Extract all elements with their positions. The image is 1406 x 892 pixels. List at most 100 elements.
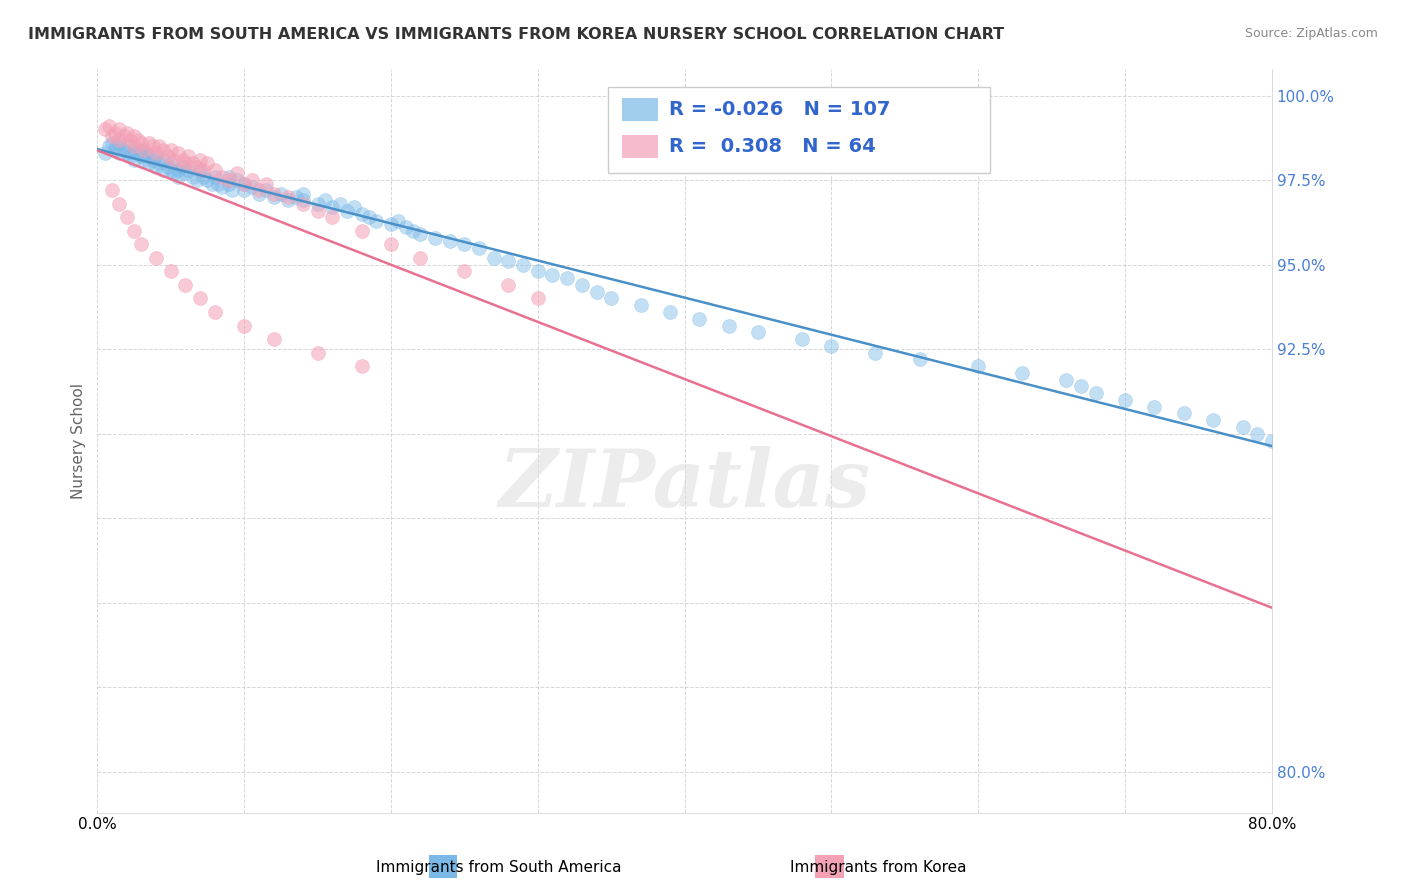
Point bbox=[1173, 407, 1195, 421]
Point bbox=[98, 139, 121, 153]
Point bbox=[329, 196, 352, 211]
Point bbox=[1114, 392, 1136, 407]
Point bbox=[152, 153, 174, 167]
Point bbox=[122, 153, 145, 167]
Point bbox=[112, 143, 135, 157]
Point bbox=[717, 318, 740, 333]
Point bbox=[247, 186, 270, 201]
Point bbox=[402, 224, 425, 238]
Point bbox=[98, 119, 121, 133]
Point bbox=[321, 211, 343, 225]
Point bbox=[291, 196, 314, 211]
Point bbox=[498, 277, 520, 292]
Point bbox=[1070, 379, 1092, 393]
Point bbox=[167, 163, 190, 178]
Point bbox=[571, 277, 593, 292]
Point bbox=[468, 241, 491, 255]
Text: Immigrants from Korea: Immigrants from Korea bbox=[790, 860, 967, 874]
Point bbox=[908, 352, 931, 367]
Point bbox=[527, 292, 550, 306]
Point bbox=[211, 169, 233, 184]
Point bbox=[263, 186, 285, 201]
Point bbox=[145, 160, 167, 174]
Point bbox=[163, 153, 186, 167]
Point bbox=[387, 213, 409, 227]
Point bbox=[630, 298, 652, 312]
Point bbox=[181, 169, 204, 184]
Point bbox=[204, 169, 226, 184]
Point bbox=[104, 143, 127, 157]
Point bbox=[453, 237, 475, 252]
Point bbox=[186, 173, 208, 187]
Point bbox=[453, 264, 475, 278]
Point bbox=[159, 163, 181, 178]
Point bbox=[191, 169, 214, 184]
Point bbox=[148, 156, 170, 170]
Point bbox=[145, 251, 167, 265]
Point bbox=[1232, 420, 1254, 434]
Point bbox=[138, 136, 160, 150]
Point bbox=[247, 183, 270, 197]
Point bbox=[357, 211, 380, 225]
Point bbox=[350, 207, 373, 221]
Point bbox=[167, 169, 190, 184]
Point bbox=[688, 311, 710, 326]
Point bbox=[101, 183, 124, 197]
Point bbox=[204, 163, 226, 178]
Point bbox=[277, 190, 299, 204]
Point bbox=[350, 224, 373, 238]
Point bbox=[498, 254, 520, 268]
Point bbox=[93, 122, 115, 136]
Point bbox=[174, 156, 197, 170]
Point bbox=[131, 143, 153, 157]
Point bbox=[395, 220, 418, 235]
Point bbox=[159, 264, 181, 278]
Point bbox=[380, 217, 402, 231]
Point bbox=[145, 146, 167, 161]
Point bbox=[112, 129, 135, 144]
Point bbox=[177, 163, 200, 178]
Point bbox=[541, 268, 564, 282]
Point bbox=[218, 177, 240, 191]
Point bbox=[115, 146, 138, 161]
Point bbox=[291, 194, 314, 208]
Point bbox=[820, 339, 842, 353]
Point bbox=[188, 292, 211, 306]
FancyBboxPatch shape bbox=[623, 98, 658, 120]
Point bbox=[174, 166, 197, 180]
Point bbox=[197, 156, 219, 170]
Point bbox=[152, 143, 174, 157]
Point bbox=[122, 129, 145, 144]
Point bbox=[221, 183, 243, 197]
Point bbox=[122, 139, 145, 153]
Point bbox=[108, 146, 131, 161]
Point bbox=[233, 177, 256, 191]
Point bbox=[167, 146, 190, 161]
Point bbox=[122, 224, 145, 238]
Point bbox=[108, 136, 131, 150]
Point bbox=[585, 285, 607, 299]
Point bbox=[145, 149, 167, 163]
Text: R = -0.026   N = 107: R = -0.026 N = 107 bbox=[669, 100, 891, 119]
Point bbox=[177, 149, 200, 163]
Point bbox=[307, 345, 329, 359]
Point bbox=[174, 277, 197, 292]
Point bbox=[108, 132, 131, 146]
Point bbox=[172, 160, 194, 174]
Point bbox=[233, 177, 256, 191]
Point bbox=[409, 251, 432, 265]
Point bbox=[172, 153, 194, 167]
Point bbox=[263, 190, 285, 204]
Point bbox=[350, 359, 373, 373]
Point bbox=[115, 211, 138, 225]
Point bbox=[135, 146, 157, 161]
Point bbox=[127, 132, 149, 146]
Point bbox=[277, 194, 299, 208]
Point bbox=[263, 332, 285, 346]
Point bbox=[142, 139, 165, 153]
Point bbox=[148, 139, 170, 153]
Point bbox=[104, 126, 127, 140]
Point bbox=[207, 177, 229, 191]
Point bbox=[336, 203, 359, 218]
Point bbox=[101, 136, 124, 150]
